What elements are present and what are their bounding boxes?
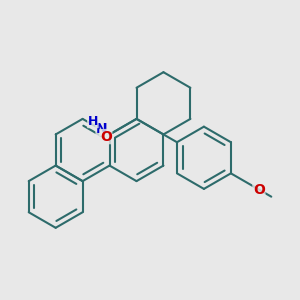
Text: N: N — [96, 122, 108, 136]
Text: O: O — [100, 130, 112, 144]
Text: O: O — [253, 182, 265, 197]
Text: H: H — [88, 115, 98, 128]
